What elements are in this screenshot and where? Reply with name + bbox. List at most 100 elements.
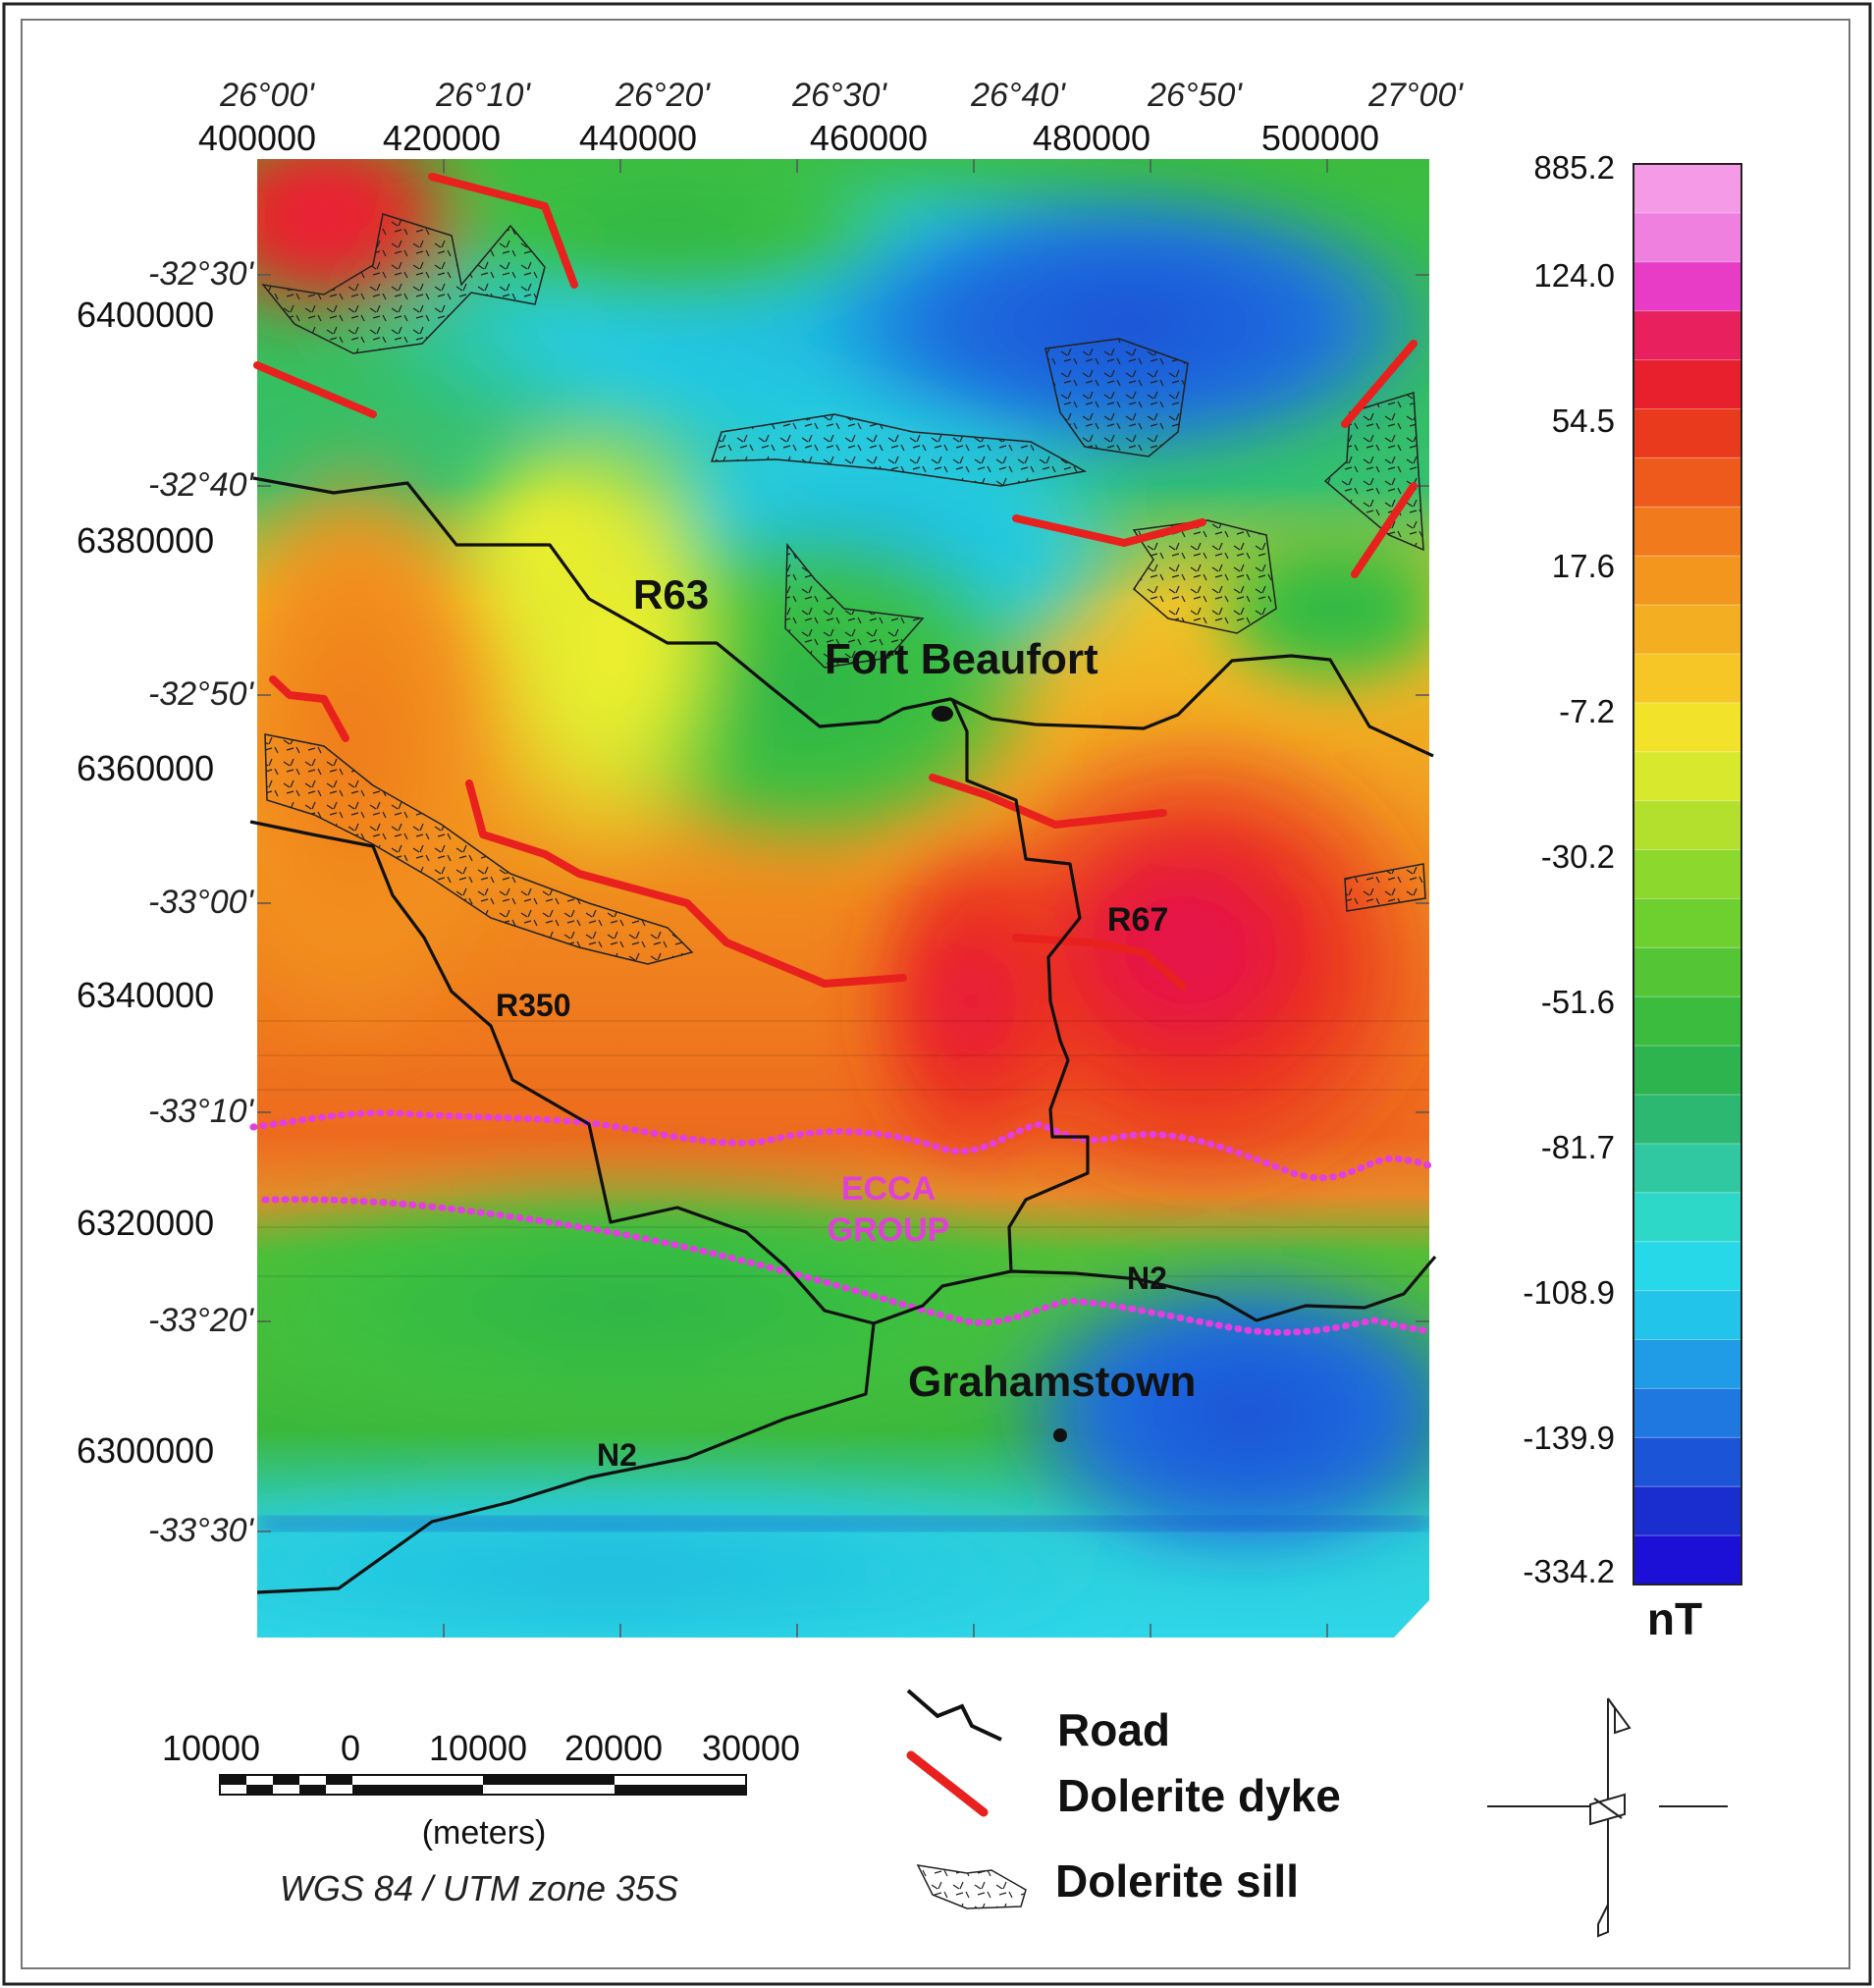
label-group: GROUP — [828, 1211, 950, 1249]
colorbar-unit: nT — [1647, 1593, 1702, 1644]
colorbar-segment — [1633, 212, 1742, 263]
utm-y-label: 6380000 — [77, 520, 214, 561]
dyke-line-icon — [906, 1750, 989, 1817]
legend-label-sill: Dolerite sill — [1055, 1855, 1299, 1907]
colorbar-segment — [1633, 946, 1742, 998]
label-grahamstown: Grahamstown — [908, 1358, 1196, 1406]
lon-label: 26°30' — [791, 77, 887, 114]
colorbar-tick: 17.6 — [1552, 548, 1615, 584]
label-n2-west: N2 — [597, 1437, 637, 1473]
colorbar-tick: 885.2 — [1533, 149, 1615, 186]
utm-x-label: 420000 — [383, 118, 501, 158]
scale-label: 0 — [341, 1728, 360, 1768]
utm-x-label: 400000 — [198, 118, 316, 158]
ecca-boundaries — [249, 1109, 1433, 1336]
colorbar-segment — [1633, 555, 1742, 607]
fort-beaufort-marker — [932, 706, 953, 722]
dolerite-dyke — [929, 774, 1167, 829]
left-utm-labels: 6400000 6380000 6360000 6340000 6320000 … — [77, 295, 214, 1471]
dolerite-dyke — [1351, 482, 1418, 578]
lat-label: -32°30' — [148, 255, 255, 293]
colorbar-segment — [1633, 653, 1742, 704]
left-lat-labels: -32°30' -32°40' -32°50' -33°00' -33°10' … — [148, 255, 255, 1549]
colorbar-segment — [1633, 163, 1742, 214]
colorbar-segment — [1633, 1143, 1742, 1194]
lon-label: 26°50' — [1147, 77, 1243, 114]
scale-bar — [219, 1774, 747, 1796]
label-r350: R350 — [496, 988, 571, 1023]
colorbar-segment — [1633, 407, 1742, 459]
utm-x-label: 500000 — [1261, 118, 1379, 158]
colorbar-segment — [1633, 261, 1742, 312]
colorbar-segment — [1633, 1339, 1742, 1390]
dolerite-sill — [1044, 338, 1189, 457]
colorbar-segment — [1633, 1387, 1742, 1439]
lat-label: -33°20' — [148, 1302, 255, 1339]
colorbar-segment — [1633, 604, 1742, 655]
colorbar-segment — [1633, 751, 1742, 802]
dolerite-sill — [1344, 863, 1426, 912]
ecca-top-boundary — [249, 1109, 1433, 1182]
utm-y-label: 6300000 — [77, 1430, 214, 1471]
dolerite-dyke — [1012, 514, 1206, 547]
colorbar-segment — [1633, 702, 1742, 753]
lat-label: -33°30' — [148, 1512, 255, 1549]
scale-label: 10000 — [162, 1728, 260, 1768]
colorbar-segment — [1633, 359, 1742, 410]
dolerite-dyke — [465, 779, 907, 988]
legend-label-road: Road — [1057, 1704, 1170, 1755]
dolerite-sill — [784, 542, 925, 669]
colorbar-segment — [1633, 800, 1742, 851]
utm-y-label: 6320000 — [77, 1203, 214, 1243]
colorbar-tick: 124.0 — [1533, 257, 1615, 294]
map-grid-ticks — [257, 159, 1429, 1638]
road-r63 — [252, 476, 1434, 758]
utm-x-label: 480000 — [1033, 118, 1151, 158]
colorbar-segment — [1633, 849, 1742, 900]
scale-unit: (meters) — [422, 1814, 547, 1852]
colorbar-segment — [1633, 1241, 1742, 1292]
utm-x-label: 460000 — [810, 118, 928, 158]
colorbar-tick: -139.9 — [1523, 1420, 1615, 1456]
dolerite-sill — [261, 213, 546, 354]
utm-y-label: 6400000 — [77, 295, 214, 335]
grahamstown-marker — [1053, 1428, 1067, 1442]
ecca-bottom-boundary — [261, 1196, 1433, 1336]
magnetic-anomaly-map — [257, 159, 1429, 1638]
colorbar-tick: -30.2 — [1541, 838, 1615, 875]
dolerite-sill — [710, 413, 1088, 487]
label-r67: R67 — [1107, 901, 1168, 939]
lat-label: -33°00' — [148, 884, 255, 921]
dolerite-dyke — [253, 361, 377, 418]
scale-label: 20000 — [564, 1728, 663, 1768]
colorbar-segment — [1633, 1485, 1742, 1537]
dolerite-sill — [1132, 519, 1277, 634]
dolerite-sill — [264, 733, 694, 965]
colorbar-tick: -51.6 — [1541, 984, 1615, 1020]
legend: Road Dolerite dyke Dolerite sill — [906, 1689, 1341, 1909]
colorbar-segment — [1633, 1192, 1742, 1243]
top-lon-labels: 26°00' 26°10' 26°20' 26°30' 26°40' 26°50… — [219, 77, 1464, 114]
label-n2-east: N2 — [1127, 1261, 1167, 1296]
colorbar-tick: -81.7 — [1541, 1129, 1615, 1165]
lon-label: 26°10' — [435, 77, 531, 114]
road-r350-n2 — [249, 820, 1437, 1325]
dolerite-sills — [261, 213, 1426, 965]
colorbar-segment — [1633, 506, 1742, 558]
utm-x-label: 440000 — [579, 118, 697, 158]
lon-label: 26°20' — [615, 77, 711, 114]
colorbar-segment — [1633, 1045, 1742, 1097]
dolerite-dyke — [1012, 934, 1187, 991]
road-r67 — [950, 698, 1090, 1272]
dolerite-dyke — [269, 675, 349, 742]
colorbar-tick: 54.5 — [1552, 403, 1615, 439]
top-utm-labels: 400000 420000 440000 460000 480000 50000… — [198, 118, 1379, 158]
colorbar-tick-labels: 885.2 124.0 54.5 17.6 -7.2 -30.2 -51.6 -… — [1523, 149, 1615, 1589]
road-line-icon — [906, 1689, 1002, 1742]
label-fort-beaufort: Fort Beaufort — [825, 635, 1098, 683]
roads — [249, 476, 1437, 1594]
projection-label: WGS 84 / UTM zone 35S — [280, 1868, 678, 1908]
label-ecca: ECCA — [841, 1170, 936, 1208]
dolerite-dykes — [253, 173, 1418, 991]
